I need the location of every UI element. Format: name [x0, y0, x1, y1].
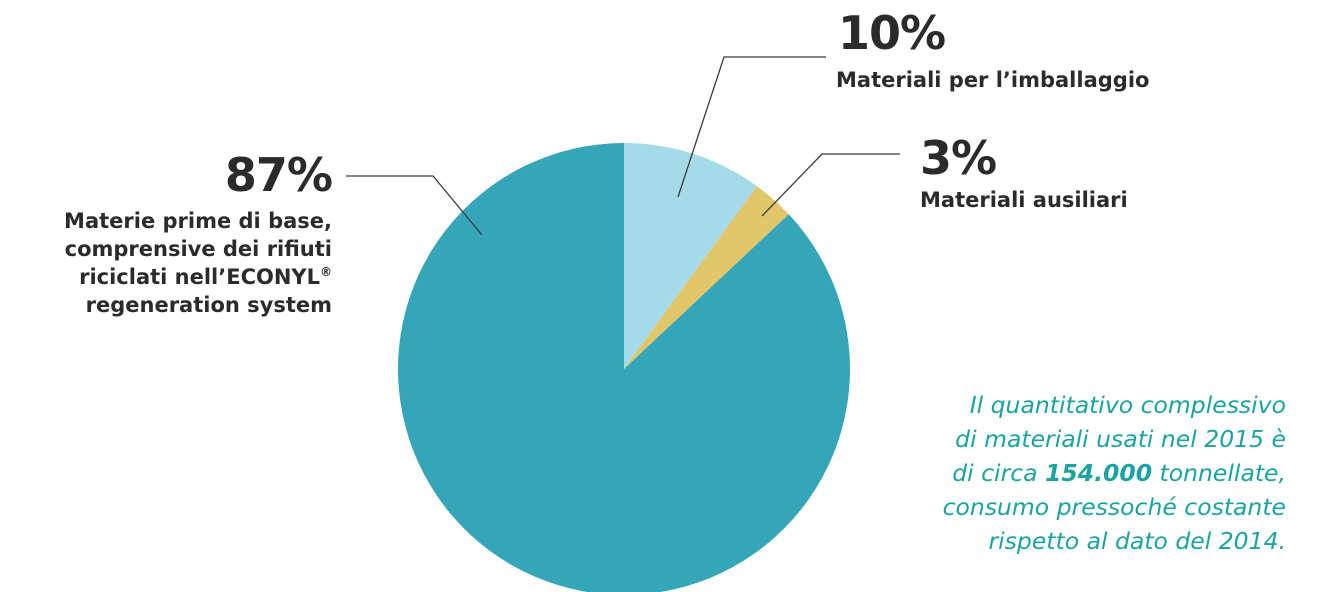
note-line-5: rispetto al dato del 2014. — [988, 527, 1286, 555]
registered-mark: ® — [320, 265, 332, 279]
raw-materials-percent-label: 87% — [224, 148, 333, 202]
raw-label-line-3-text: riciclati nell’ECONYL — [79, 265, 320, 289]
auxiliary-category-label: Materiali ausiliari — [920, 188, 1128, 212]
pie-slice-raw — [398, 143, 850, 592]
auxiliary-percent-label: 3% — [920, 131, 997, 185]
total-materials-note: Il quantitativo complessivo di materiali… — [866, 388, 1286, 558]
pie-slices — [398, 143, 850, 592]
raw-label-line-3: riciclati nell’ECONYL® — [0, 263, 332, 291]
packaging-percent-label: 10% — [838, 6, 946, 60]
note-line-3: di circa 154.000 tonnellate, — [866, 456, 1286, 490]
raw-label-line-4: regeneration system — [85, 293, 332, 317]
note-line-4: consumo pressoché costante — [942, 493, 1286, 521]
pie-slice-packaging — [624, 143, 757, 369]
raw-materials-category-label: Materie prime di base, comprensive dei r… — [0, 207, 332, 319]
pie-slice-auxiliary — [624, 186, 789, 369]
note-line-2: di materiali usati nel 2015 è — [955, 425, 1286, 453]
note-total-tonnage: 154.000 — [1045, 459, 1153, 487]
note-line-3-before: di circa — [952, 459, 1046, 487]
raw-label-line-2: comprensive dei rifiuti — [64, 237, 332, 261]
note-line-1: Il quantitativo complessivo — [969, 391, 1286, 419]
packaging-category-label: Materiali per l’imballaggio — [836, 68, 1150, 92]
leader-line-auxiliary — [761, 153, 900, 217]
leader-line-raw — [346, 175, 483, 236]
note-line-3-after: tonnellate, — [1152, 459, 1286, 487]
raw-label-line-1: Materie prime di base, — [64, 209, 332, 233]
leader-line-packaging — [677, 56, 826, 198]
leader-lines — [346, 56, 900, 236]
